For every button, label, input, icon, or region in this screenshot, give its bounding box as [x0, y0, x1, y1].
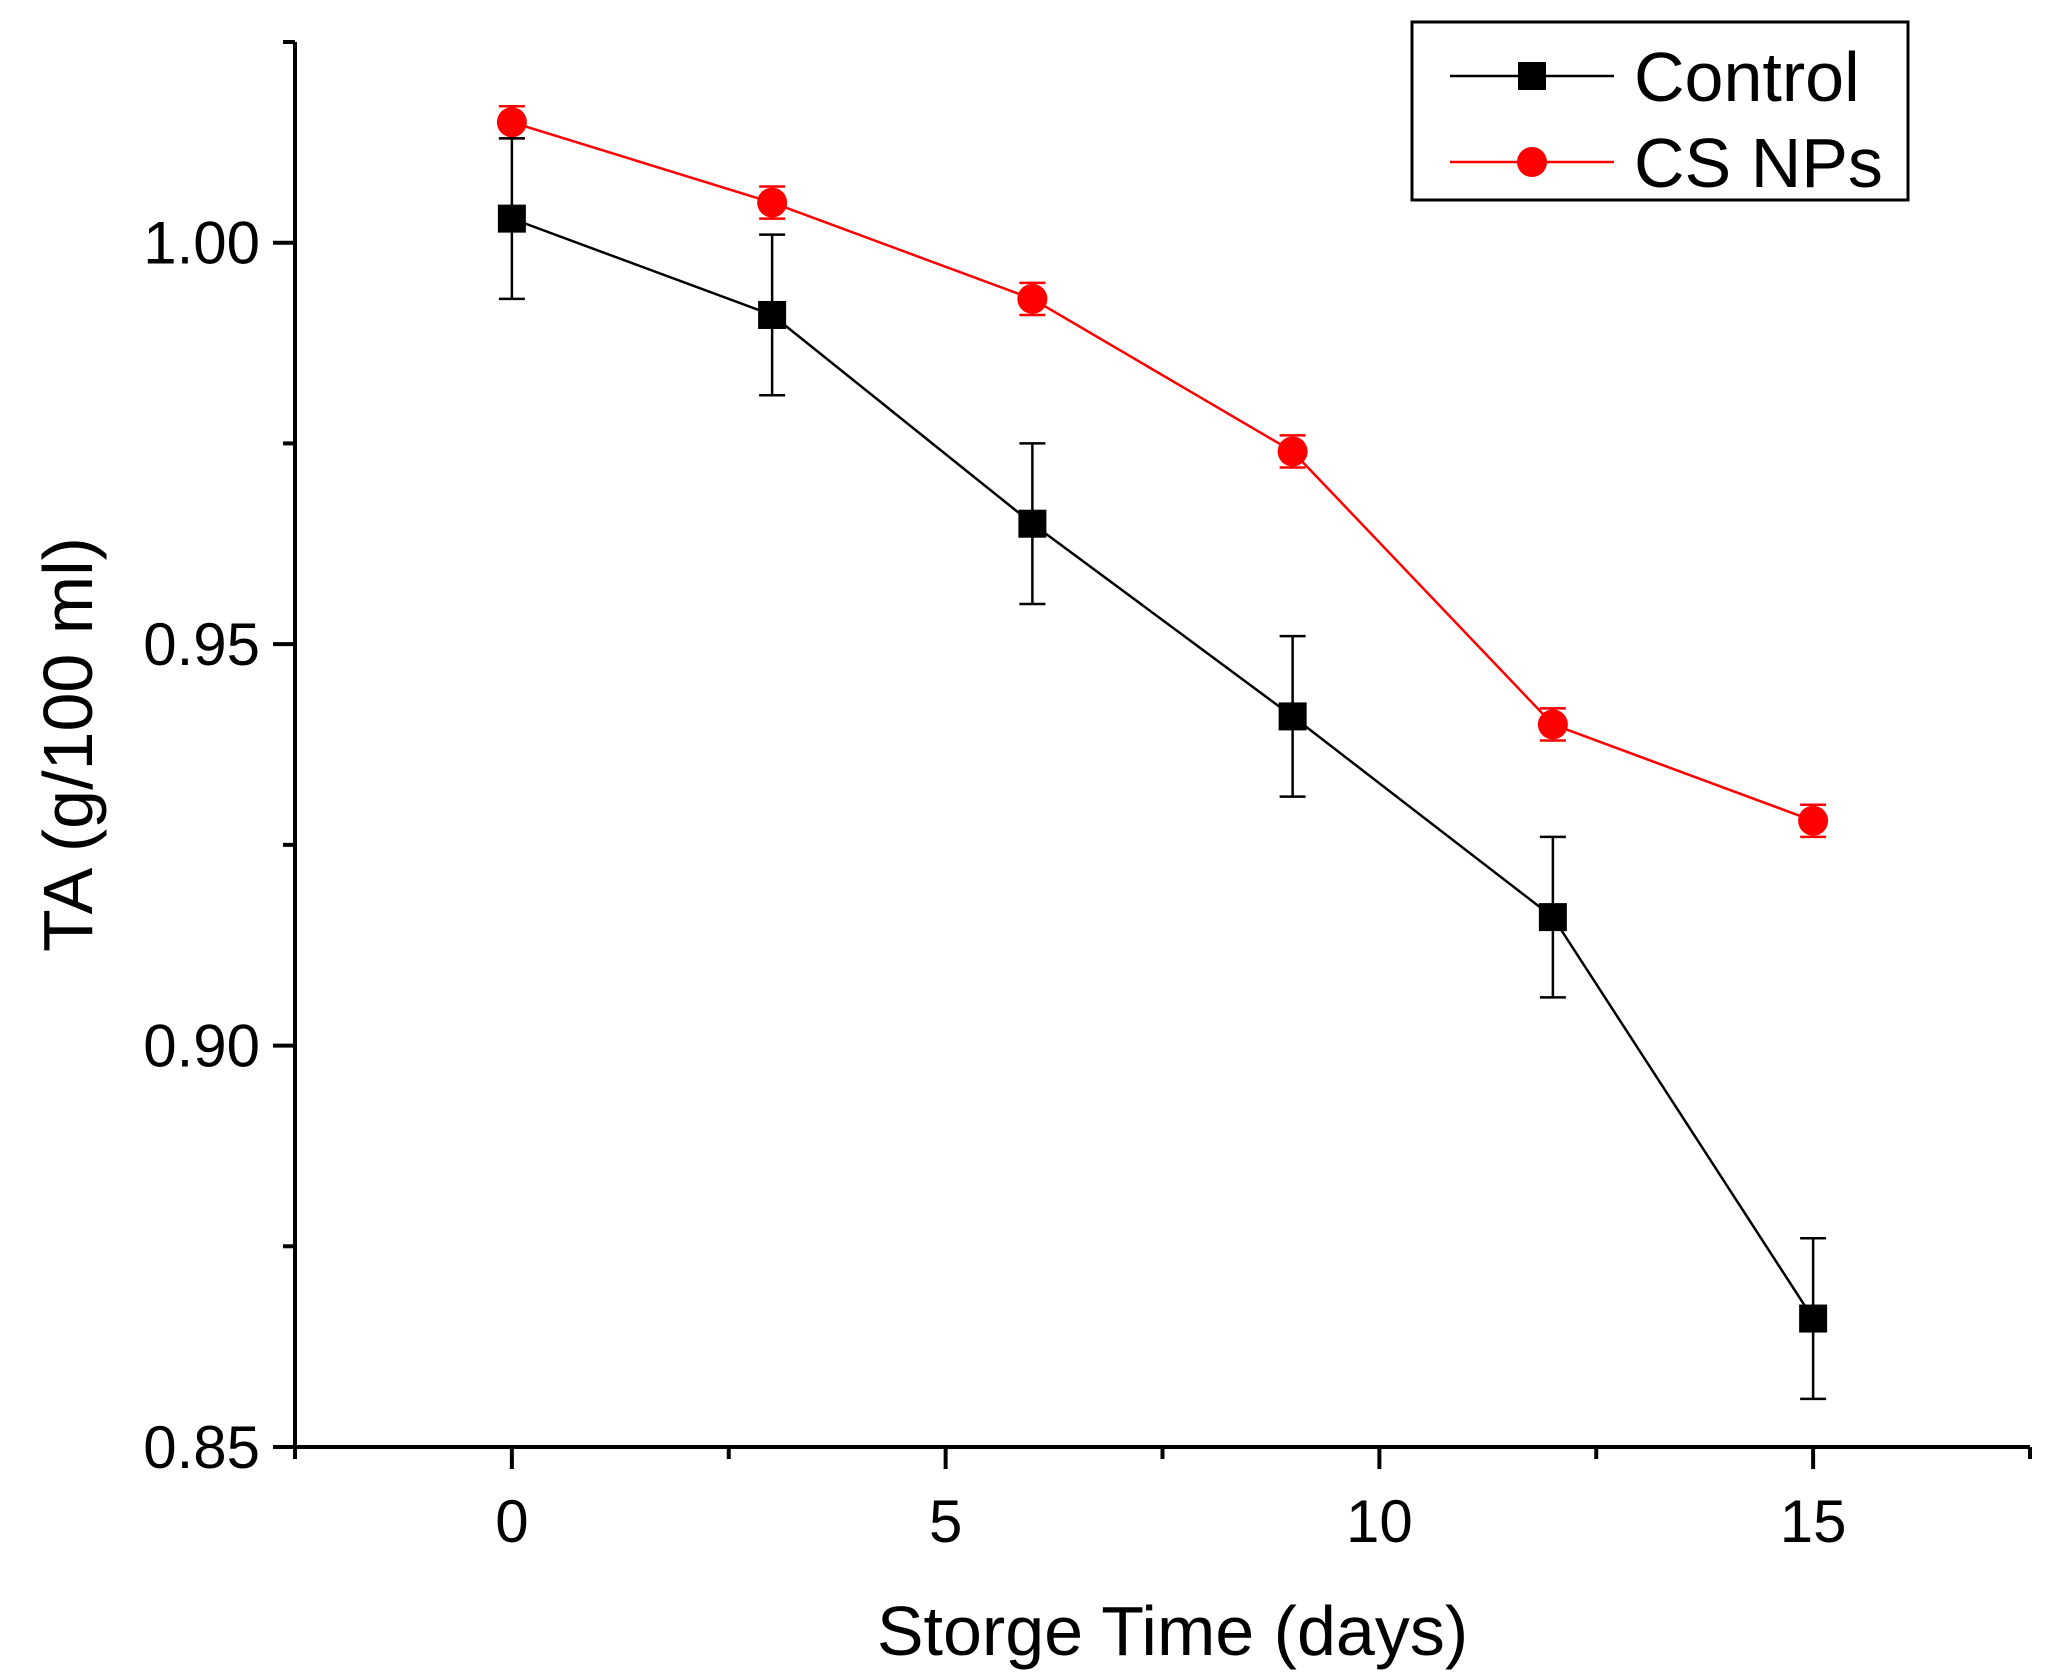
data-point: [1537, 709, 1568, 740]
series-line: [511, 217, 1815, 1320]
series-line: [511, 121, 1814, 822]
y-tick-label: 0.85: [143, 1414, 260, 1481]
series-layer: [496, 104, 1829, 1401]
data-point: [1798, 805, 1829, 836]
data-point: [1018, 509, 1047, 538]
legend-label: CS NPs: [1634, 124, 1883, 202]
y-tick-label: 1.00: [143, 210, 260, 277]
data-point: [758, 300, 787, 329]
x-tick-label: 10: [1346, 1488, 1413, 1555]
legend-box: [1410, 20, 1910, 202]
data-point: [757, 187, 788, 218]
legend-marker: [1517, 147, 1547, 177]
y-tick-label: 0.90: [143, 1013, 260, 1080]
series-cs-nps: [496, 104, 1829, 839]
data-point: [497, 204, 526, 233]
data-point: [1017, 283, 1048, 314]
legend-entry-cs-nps: CS NPs: [1450, 124, 1883, 202]
series-control: [497, 137, 1828, 1401]
legend-label: Control: [1634, 38, 1860, 116]
x-axis-title: Storge Time (days): [877, 1592, 1468, 1670]
data-point: [1799, 1304, 1828, 1333]
axes: 0 5 10 15 0.85 0.90 0.95 1.00: [143, 40, 2032, 1555]
legend-entry-control: Control: [1450, 38, 1860, 116]
legend-marker: [1518, 62, 1546, 90]
x-tick-label: 15: [1780, 1488, 1847, 1555]
data-point: [496, 107, 527, 138]
y-axis-title: TA (g/100 ml): [29, 537, 107, 952]
legend: Control CS NPs: [1410, 20, 1910, 202]
data-point: [1277, 436, 1308, 467]
data-point: [1278, 702, 1307, 731]
x-tick-label: 0: [495, 1488, 528, 1555]
y-tick-label: 0.95: [143, 611, 260, 678]
x-tick-label: 5: [929, 1488, 962, 1555]
data-point: [1538, 903, 1567, 932]
